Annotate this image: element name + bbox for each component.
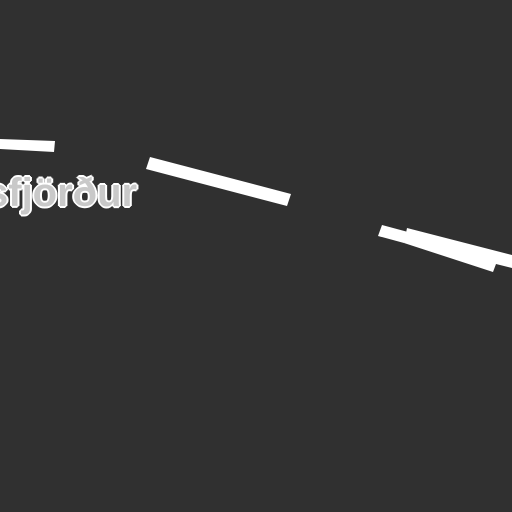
road-segment	[378, 225, 408, 243]
road-segment	[146, 157, 291, 206]
road-segment	[404, 228, 512, 272]
place-label-isafjordur[interactable]: sfjörður	[0, 171, 138, 215]
road-segment	[0, 139, 55, 152]
